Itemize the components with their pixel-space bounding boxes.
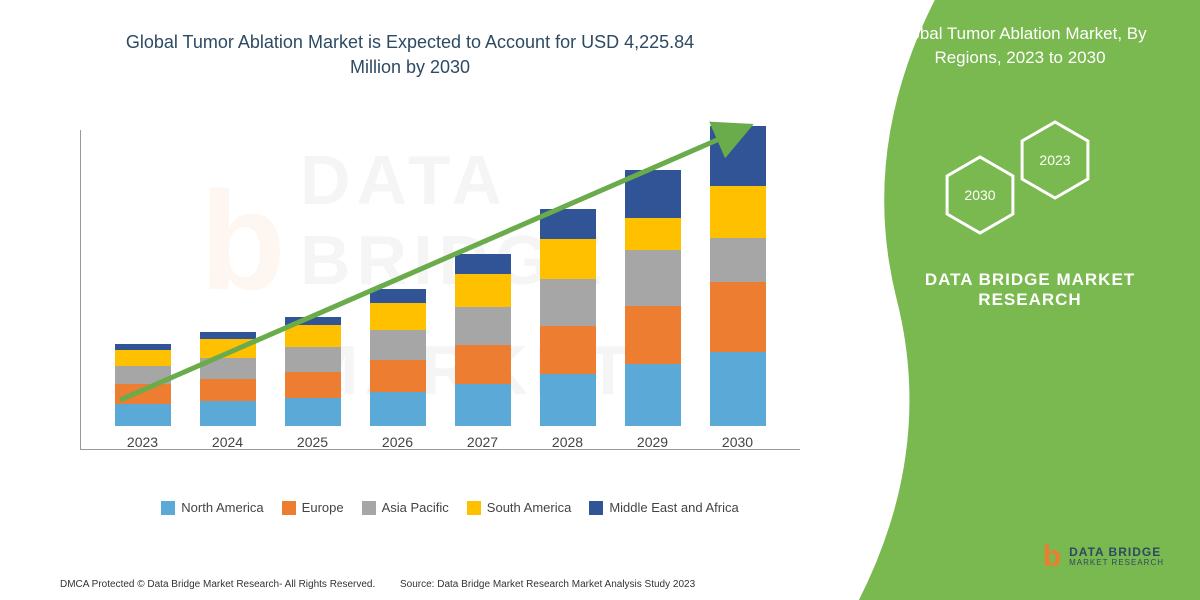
legend-item: South America: [467, 500, 572, 515]
bar-segment: [285, 317, 341, 325]
legend-label: North America: [181, 500, 263, 515]
bar: [710, 126, 766, 426]
legend-label: Europe: [302, 500, 344, 515]
bar-segment: [200, 332, 256, 339]
bar-segment: [455, 274, 511, 307]
bar-segment: [710, 186, 766, 238]
bar-segment: [455, 307, 511, 345]
bar-segment: [625, 364, 681, 426]
bar-segment: [710, 126, 766, 186]
bar-segment: [625, 250, 681, 306]
hex-badges: 2030 2023: [930, 120, 1120, 240]
bar-segment: [200, 379, 256, 401]
logo-mark-icon: b: [1043, 540, 1061, 574]
bar-segment: [200, 339, 256, 358]
left-panel: Global Tumor Ablation Market is Expected…: [0, 0, 820, 600]
x-axis-label: 2030: [722, 434, 753, 450]
legend-item: North America: [161, 500, 263, 515]
legend: North America Europe Asia Pacific South Ame…: [120, 500, 780, 515]
logo-text: DATA BRIDGE MARKET RESEARCH: [1069, 546, 1164, 568]
bar-segment: [200, 358, 256, 379]
bar-segment: [370, 392, 426, 426]
bar: [625, 170, 681, 426]
bar-segment: [540, 209, 596, 239]
bar-segment: [540, 279, 596, 326]
bar-segment: [625, 218, 681, 250]
bar-segment: [200, 401, 256, 426]
right-panel: Global Tumor Ablation Market, By Regions…: [820, 0, 1200, 600]
bar-segment: [370, 289, 426, 303]
legend-item: Asia Pacific: [362, 500, 449, 515]
bar-segment: [285, 325, 341, 347]
bar-segment: [370, 303, 426, 330]
bar-segment: [115, 404, 171, 426]
bar-group: 2030: [710, 126, 766, 450]
bar-segment: [710, 238, 766, 282]
bar: [370, 289, 426, 426]
x-axis-label: 2028: [552, 434, 583, 450]
bar-segment: [710, 352, 766, 426]
bar-segment: [115, 366, 171, 384]
bar: [455, 254, 511, 426]
bar-segment: [285, 372, 341, 398]
hex-badge-label: 2023: [1039, 152, 1070, 168]
stacked-bar-chart: 2023 2024 2025 2026 2027 2028 2029 2030: [100, 120, 780, 480]
brand-text: DATA BRIDGE MARKET RESEARCH: [900, 270, 1160, 310]
legend-swatch-icon: [282, 501, 296, 515]
footer-dmca: DMCA Protected © Data Bridge Market Rese…: [60, 579, 375, 590]
bar-segment: [710, 282, 766, 352]
x-axis-label: 2026: [382, 434, 413, 450]
bar-segment: [115, 350, 171, 366]
bar-segment: [285, 398, 341, 426]
bar: [200, 332, 256, 426]
bar-segment: [285, 347, 341, 372]
bar-group: 2024: [200, 332, 256, 450]
bar: [540, 209, 596, 426]
bar-group: 2025: [285, 317, 341, 450]
legend-label: Middle East and Africa: [609, 500, 738, 515]
right-panel-title: Global Tumor Ablation Market, By Regions…: [870, 22, 1170, 70]
x-axis-label: 2027: [467, 434, 498, 450]
x-axis-label: 2023: [127, 434, 158, 450]
bar-segment: [115, 384, 171, 404]
logo: b DATA BRIDGE MARKET RESEARCH: [1043, 540, 1164, 574]
bar: [115, 344, 171, 426]
bar-segment: [625, 170, 681, 218]
legend-swatch-icon: [589, 501, 603, 515]
logo-text-bot: MARKET RESEARCH: [1069, 559, 1164, 568]
bar-segment: [625, 306, 681, 364]
legend-item: Europe: [282, 500, 344, 515]
x-axis-label: 2024: [212, 434, 243, 450]
bar-group: 2027: [455, 254, 511, 450]
bar-group: 2023: [115, 344, 171, 450]
bar-segment: [455, 384, 511, 426]
bar-group: 2029: [625, 170, 681, 450]
bar-segment: [540, 326, 596, 374]
bar-segment: [540, 374, 596, 426]
bar-segment: [370, 360, 426, 392]
bar-segment: [455, 345, 511, 384]
hex-badge-label: 2030: [964, 187, 995, 203]
legend-swatch-icon: [362, 501, 376, 515]
x-axis-label: 2029: [637, 434, 668, 450]
bar-segment: [455, 254, 511, 274]
bar-segment: [540, 239, 596, 279]
legend-swatch-icon: [467, 501, 481, 515]
y-axis: [80, 130, 81, 450]
bar-group: 2026: [370, 289, 426, 450]
legend-swatch-icon: [161, 501, 175, 515]
footer-source: Source: Data Bridge Market Research Mark…: [400, 579, 695, 590]
legend-label: Asia Pacific: [382, 500, 449, 515]
chart-title: Global Tumor Ablation Market is Expected…: [100, 30, 720, 80]
bar-group: 2028: [540, 209, 596, 450]
legend-label: South America: [487, 500, 572, 515]
bar-segment: [370, 330, 426, 360]
x-axis-label: 2025: [297, 434, 328, 450]
bar: [285, 317, 341, 426]
legend-item: Middle East and Africa: [589, 500, 738, 515]
